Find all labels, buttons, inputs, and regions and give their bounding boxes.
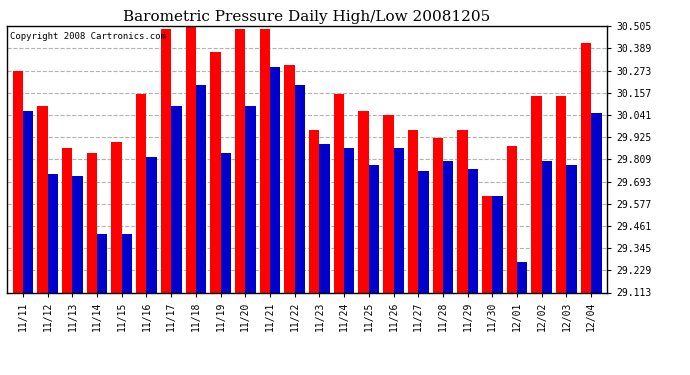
- Bar: [482, 195, 493, 292]
- Bar: [369, 165, 380, 292]
- Bar: [344, 148, 355, 292]
- Bar: [23, 111, 33, 292]
- Bar: [517, 262, 527, 292]
- Bar: [591, 113, 602, 292]
- Bar: [418, 171, 428, 292]
- Bar: [171, 106, 181, 292]
- Bar: [210, 52, 221, 292]
- Bar: [97, 234, 108, 292]
- Bar: [506, 146, 517, 292]
- Bar: [468, 169, 478, 292]
- Bar: [186, 27, 196, 292]
- Bar: [319, 144, 330, 292]
- Bar: [531, 96, 542, 292]
- Bar: [493, 195, 503, 292]
- Bar: [581, 42, 591, 292]
- Bar: [62, 148, 72, 292]
- Bar: [408, 130, 418, 292]
- Bar: [87, 153, 97, 292]
- Bar: [358, 111, 369, 292]
- Bar: [566, 165, 577, 292]
- Bar: [270, 68, 280, 292]
- Title: Barometric Pressure Daily High/Low 20081205: Barometric Pressure Daily High/Low 20081…: [124, 10, 491, 24]
- Bar: [393, 148, 404, 292]
- Bar: [146, 157, 157, 292]
- Bar: [457, 130, 468, 292]
- Bar: [37, 106, 48, 292]
- Bar: [48, 174, 58, 292]
- Text: Copyright 2008 Cartronics.com: Copyright 2008 Cartronics.com: [10, 32, 166, 40]
- Bar: [542, 161, 552, 292]
- Bar: [433, 138, 443, 292]
- Bar: [284, 66, 295, 292]
- Bar: [443, 161, 453, 292]
- Bar: [334, 94, 344, 292]
- Bar: [161, 29, 171, 292]
- Bar: [72, 176, 83, 292]
- Bar: [309, 130, 319, 292]
- Bar: [245, 106, 256, 292]
- Bar: [221, 153, 231, 292]
- Bar: [295, 85, 305, 292]
- Bar: [196, 85, 206, 292]
- Bar: [383, 115, 393, 292]
- Bar: [235, 29, 245, 292]
- Bar: [259, 29, 270, 292]
- Bar: [12, 71, 23, 292]
- Bar: [121, 234, 132, 292]
- Bar: [136, 94, 146, 292]
- Bar: [556, 96, 566, 292]
- Bar: [111, 142, 121, 292]
